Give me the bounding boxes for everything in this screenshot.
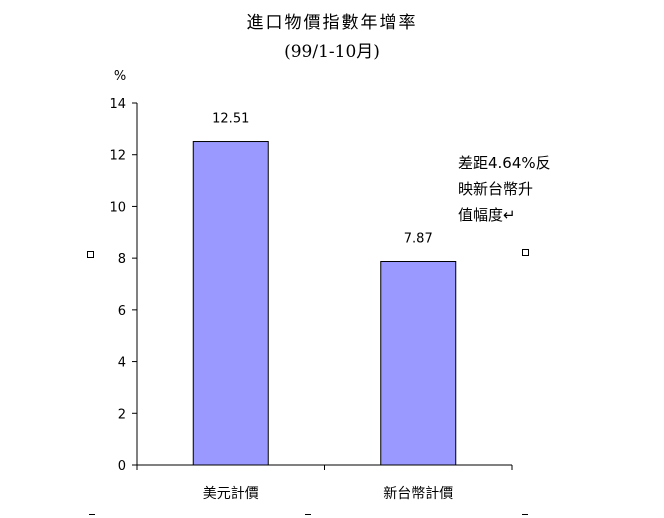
bar xyxy=(380,261,457,466)
data-label: 7.87 xyxy=(404,232,433,247)
y-tick-label: 8 xyxy=(118,252,126,267)
frame-dash-right xyxy=(522,514,528,515)
bar xyxy=(192,141,269,466)
y-tick-label: 2 xyxy=(118,407,126,422)
frame-marker-left xyxy=(87,251,94,258)
annotation-text: 差距4.64%反 映新台幣升 值幅度↵ xyxy=(458,154,551,224)
chart-subtitle: (99/1-10月) xyxy=(284,42,380,62)
y-tick-label: 4 xyxy=(118,356,126,371)
frame-marker-right xyxy=(522,249,529,256)
frame-dash-left xyxy=(89,514,95,515)
y-tick-label: 14 xyxy=(109,97,126,112)
y-tick-label: 0 xyxy=(118,459,126,474)
y-tick-label: 6 xyxy=(118,304,126,319)
x-category-label: 美元計價 xyxy=(203,485,259,502)
y-tick-label: 10 xyxy=(109,200,126,215)
chart-title: 進口物價指數年增率 xyxy=(246,13,418,33)
x-category-label: 新台幣計價 xyxy=(383,485,453,502)
data-label: 12.51 xyxy=(212,112,249,127)
frame-dash-middle xyxy=(305,514,311,515)
y-axis-label: % xyxy=(114,69,126,84)
y-tick-label: 12 xyxy=(109,149,126,164)
